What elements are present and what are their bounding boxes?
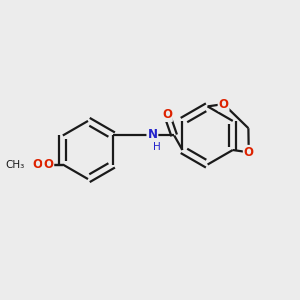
Text: O: O	[219, 98, 229, 111]
Text: O: O	[162, 108, 172, 121]
Text: H: H	[153, 142, 160, 152]
Text: O: O	[43, 158, 53, 171]
Text: O: O	[33, 158, 43, 171]
Text: CH₃: CH₃	[6, 160, 25, 170]
Text: N: N	[147, 128, 158, 140]
Text: O: O	[244, 146, 254, 159]
